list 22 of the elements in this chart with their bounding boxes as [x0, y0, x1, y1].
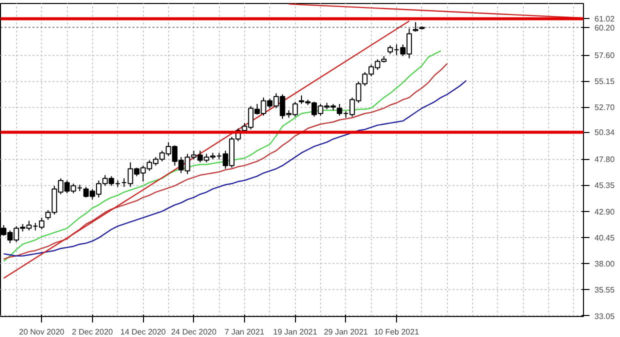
y-tick-label: 33.05	[594, 312, 616, 321]
y-tick-label: 57.60	[594, 51, 616, 60]
candlestick	[412, 22, 418, 32]
x-tick-label: 14 Dec 2020	[120, 328, 166, 336]
ref-line-label: 50.34	[594, 128, 616, 138]
x-tick-label: 24 Dec 2020	[171, 328, 218, 336]
y-tick-label: 35.55	[594, 285, 616, 294]
y-tick-label: 47.80	[594, 155, 616, 164]
ref-line-label: 60.20	[594, 23, 616, 32]
y-tick-label: 38.00	[594, 259, 616, 268]
y-tick-label: 45.35	[594, 181, 616, 190]
ref-line-label: 61.02	[594, 14, 616, 24]
x-tick-label: 19 Jan 2021	[273, 328, 318, 336]
x-tick-label: 7 Jan 2021	[224, 328, 265, 336]
x-tick-label: 29 Jan 2021	[324, 328, 368, 336]
x-tick-label: 20 Nov 2020	[19, 328, 65, 336]
y-tick-label: 55.15	[594, 77, 616, 86]
y-tick-label: 52.70	[594, 103, 616, 112]
x-tick-label: 2 Dec 2020	[72, 328, 114, 336]
y-tick-label: 42.90	[594, 207, 616, 216]
x-tick-label: 10 Feb 2021	[374, 328, 420, 336]
y-tick-label: 40.45	[594, 233, 616, 242]
